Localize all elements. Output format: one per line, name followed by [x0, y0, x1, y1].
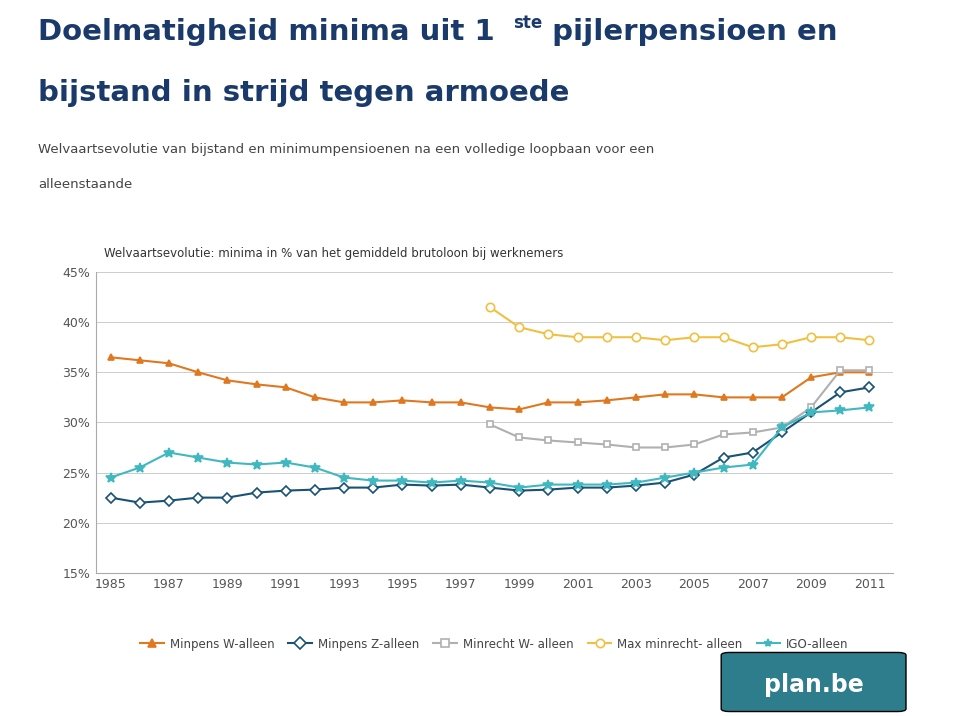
Text: alleenstaande: alleenstaande [38, 178, 132, 190]
Text: bijstand in strijd tegen armoede: bijstand in strijd tegen armoede [38, 79, 570, 107]
Text: pijlerpensioen en: pijlerpensioen en [542, 18, 838, 46]
Legend: Minpens W-alleen, Minpens Z-alleen, Minrecht W- alleen, Max minrecht- alleen, IG: Minpens W-alleen, Minpens Z-alleen, Minr… [135, 633, 853, 655]
Text: plan.be: plan.be [764, 672, 863, 697]
FancyBboxPatch shape [721, 652, 906, 712]
Text: Welvaartsevolutie van bijstand en minimumpensioenen na een volledige loopbaan vo: Welvaartsevolutie van bijstand en minimu… [38, 143, 655, 156]
Text: Doelmatigheid minima uit 1: Doelmatigheid minima uit 1 [38, 18, 495, 46]
Text: Welvaartsevolutie: minima in % van het gemiddeld brutoloon bij werknemers: Welvaartsevolutie: minima in % van het g… [104, 247, 564, 260]
Text: ste: ste [514, 14, 542, 32]
